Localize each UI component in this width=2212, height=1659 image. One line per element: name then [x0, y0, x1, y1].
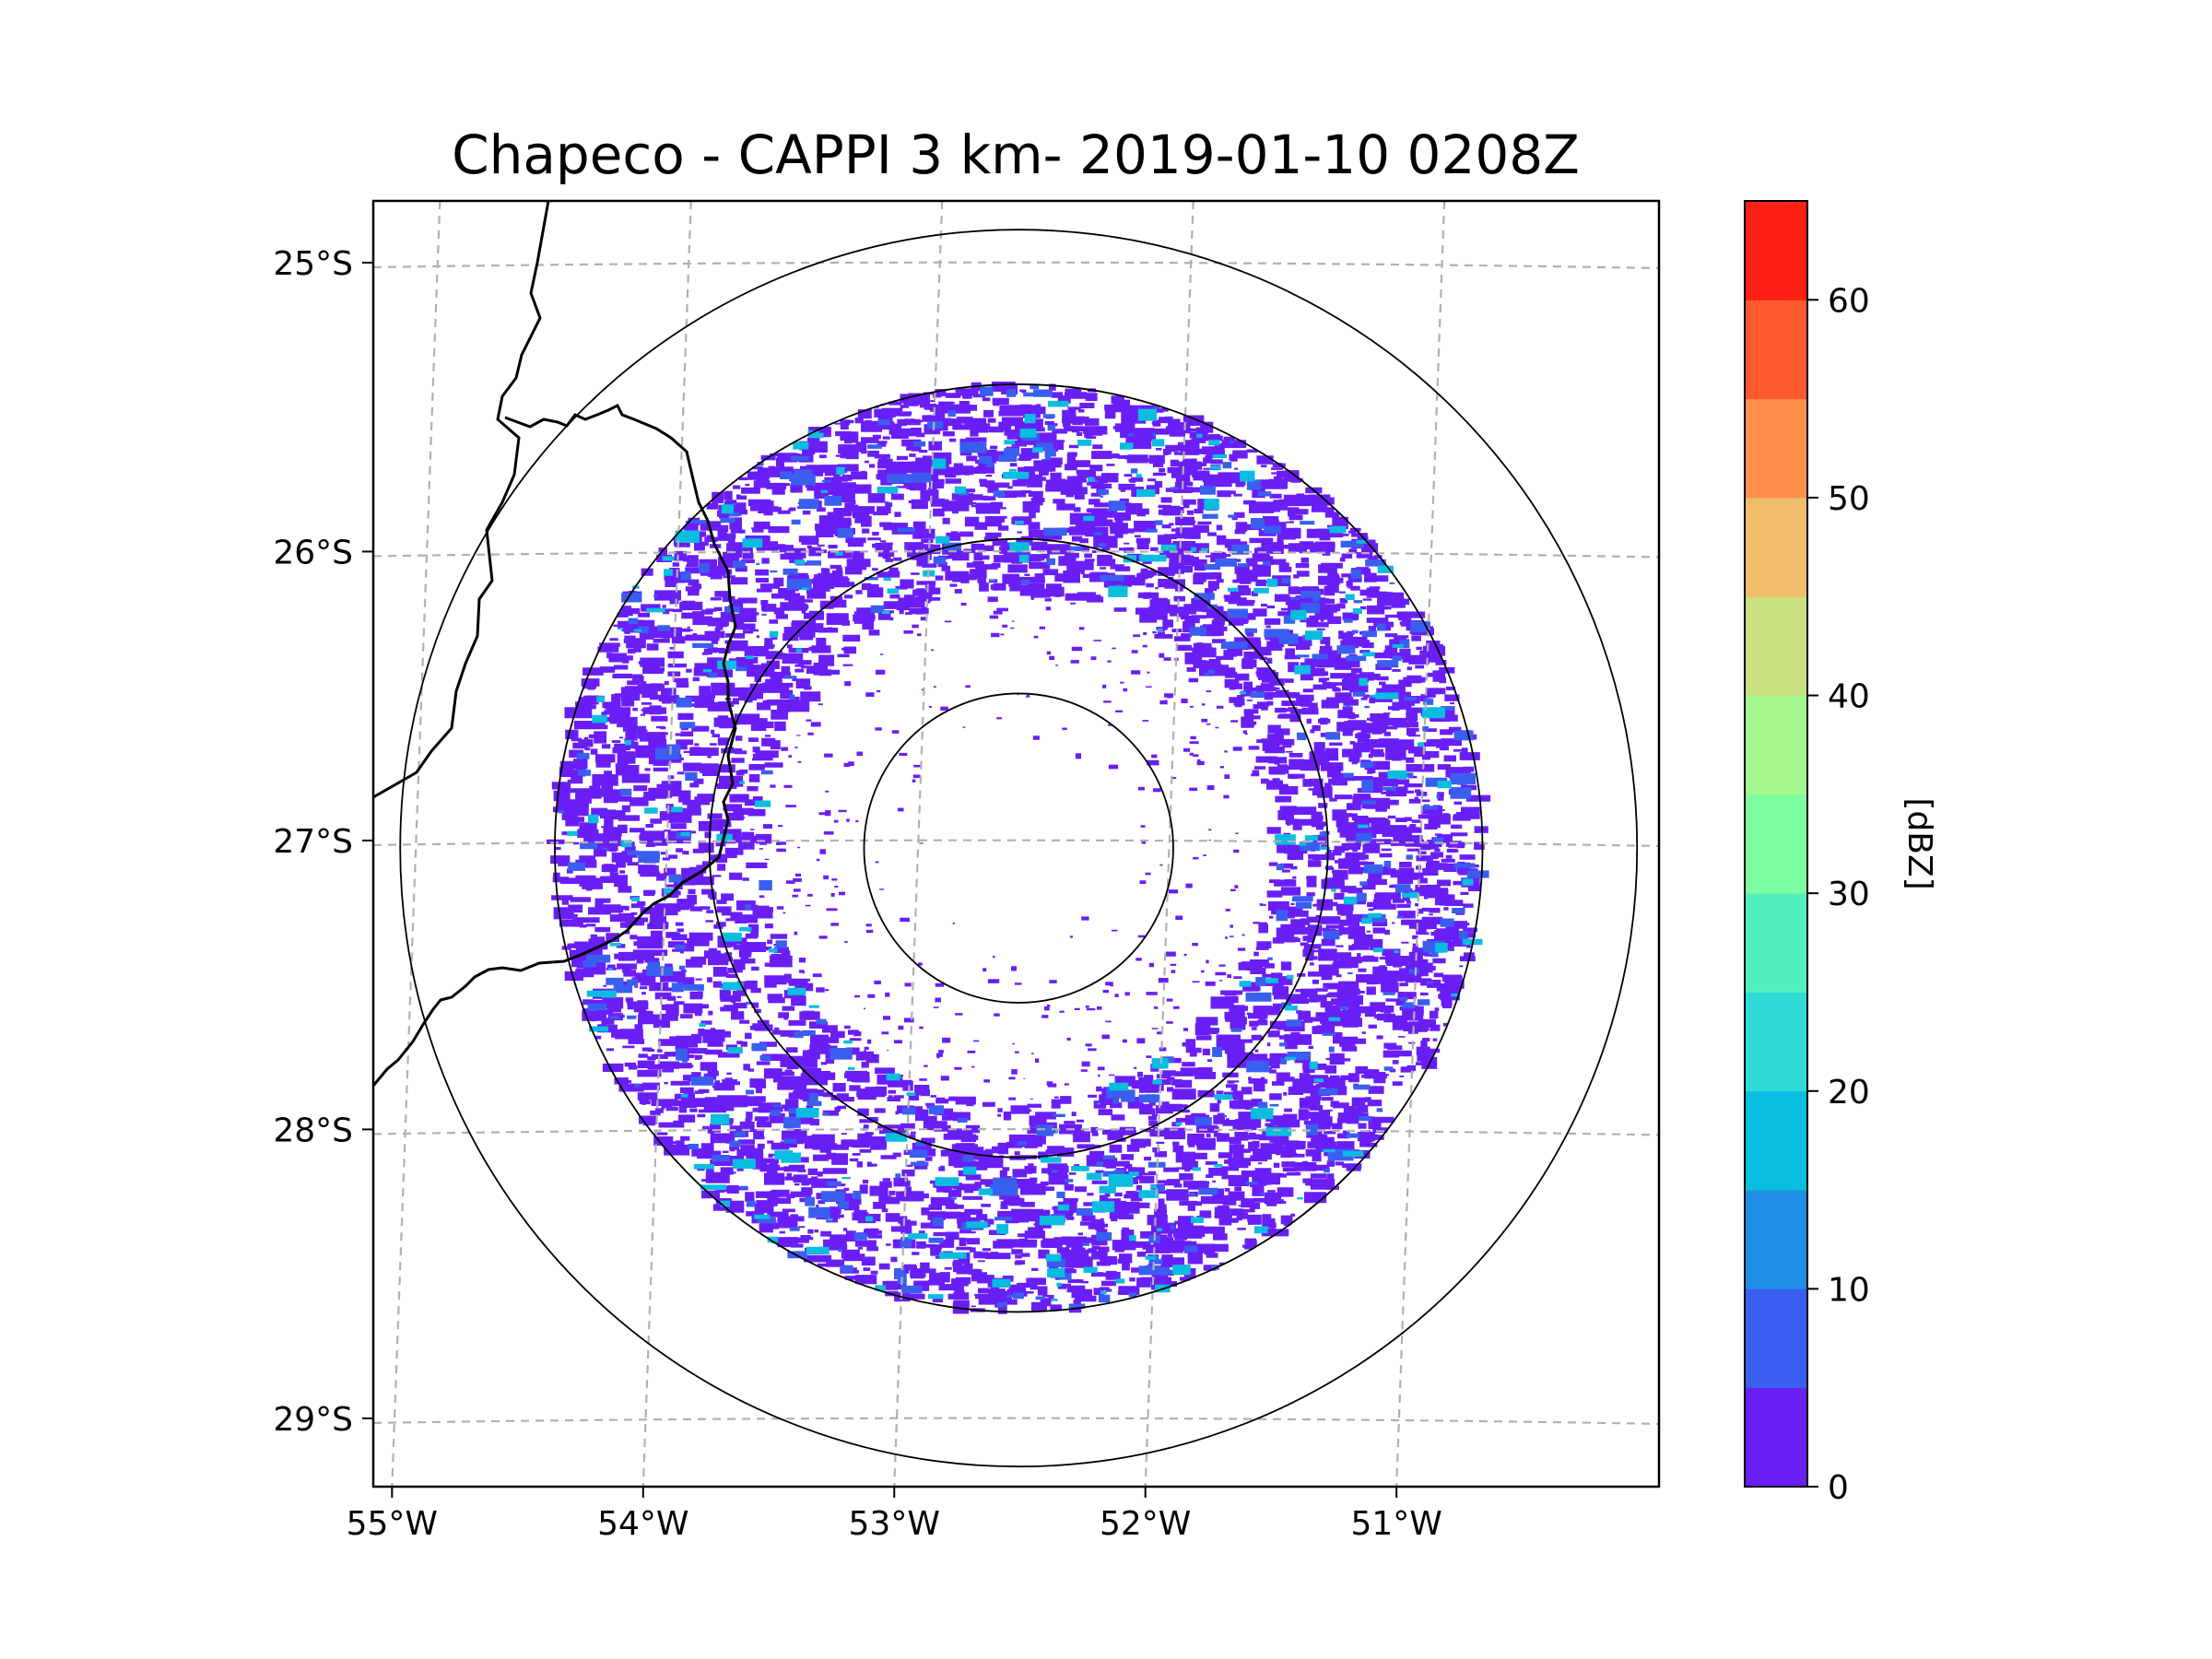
colorbar-segment [1745, 794, 1807, 894]
parallel-gridline [373, 1417, 1659, 1425]
map-frame [371, 199, 1661, 1488]
chart-title: Chapeco - CAPPI 3 km- 2019-01-10 0208Z [452, 124, 1580, 186]
x-tick-label: 55°W [347, 1505, 438, 1543]
colorbar-tick-label: 40 [1828, 678, 1870, 716]
reflectivity-echoes [547, 382, 1491, 1314]
x-tick-label: 52°W [1100, 1505, 1191, 1543]
colorbar-segment [1745, 497, 1807, 597]
colorbar-tick-label: 20 [1828, 1074, 1870, 1112]
colorbar-segment [1745, 1190, 1807, 1289]
parallel-gridline [373, 1128, 1659, 1136]
border-paraguay-argentina [373, 201, 550, 799]
colorbar-segment [1745, 1090, 1807, 1191]
x-tick-label: 53°W [849, 1505, 940, 1543]
echo-5-10dbz [558, 385, 1489, 1309]
colorbar-tick-label: 30 [1828, 876, 1870, 913]
range-ring [863, 692, 1174, 1004]
colorbar-segment [1745, 596, 1807, 697]
meridian-gridline [641, 201, 692, 1487]
colorbar-tick-label: 0 [1828, 1469, 1849, 1507]
parallel-gridline [373, 550, 1659, 559]
graticule [373, 201, 1659, 1487]
colorbar-label: [dBZ] [1900, 797, 1938, 889]
colorbar-frame [1744, 200, 1808, 1488]
colorbar-segment [1745, 398, 1807, 499]
x-tick-label: 51°W [1350, 1505, 1441, 1543]
echo-0-5dbz [547, 382, 1491, 1314]
y-tick-label: 29°S [273, 1401, 353, 1439]
range-ring [708, 537, 1329, 1159]
range-ring [399, 229, 1639, 1468]
meridian-gridline [1395, 201, 1446, 1487]
map-area [373, 201, 1659, 1487]
range-rings [399, 229, 1639, 1468]
colorbar-segment [1745, 1387, 1807, 1488]
border-argentina-brazil [373, 403, 737, 1087]
colorbar-segment [1745, 992, 1807, 1092]
colorbar-segment [1745, 893, 1807, 993]
colorbar-tick-label: 50 [1828, 480, 1870, 518]
colorbar-segment [1745, 300, 1807, 400]
parallel-gridline [373, 261, 1659, 270]
y-tick-label: 28°S [273, 1112, 353, 1149]
political-borders [373, 201, 737, 1087]
y-tick-label: 27°S [273, 823, 353, 861]
y-tick-label: 26°S [273, 534, 353, 571]
meridian-gridline [1144, 201, 1194, 1487]
x-tick-label: 54°W [597, 1505, 688, 1543]
y-tick-label: 25°S [273, 245, 353, 283]
colorbar-segment [1745, 695, 1807, 795]
colorbar-tick-label: 10 [1828, 1271, 1870, 1309]
axis-ticks: 55°W 54°W 53°W 52°W 51°W 25°S 26°S 27°S 28°S 29°S [273, 245, 1442, 1543]
parallel-gridline [373, 839, 1659, 848]
colorbar: 0 10 20 30 40 50 60 [dBZ] [1744, 200, 1938, 1507]
colorbar-tick-label: 60 [1828, 282, 1870, 320]
colorbar-segment [1745, 201, 1807, 300]
meridian-gridline [893, 201, 944, 1487]
meridian-gridline [391, 201, 441, 1487]
range-ring [554, 383, 1484, 1313]
colorbar-segment [1745, 1288, 1807, 1389]
